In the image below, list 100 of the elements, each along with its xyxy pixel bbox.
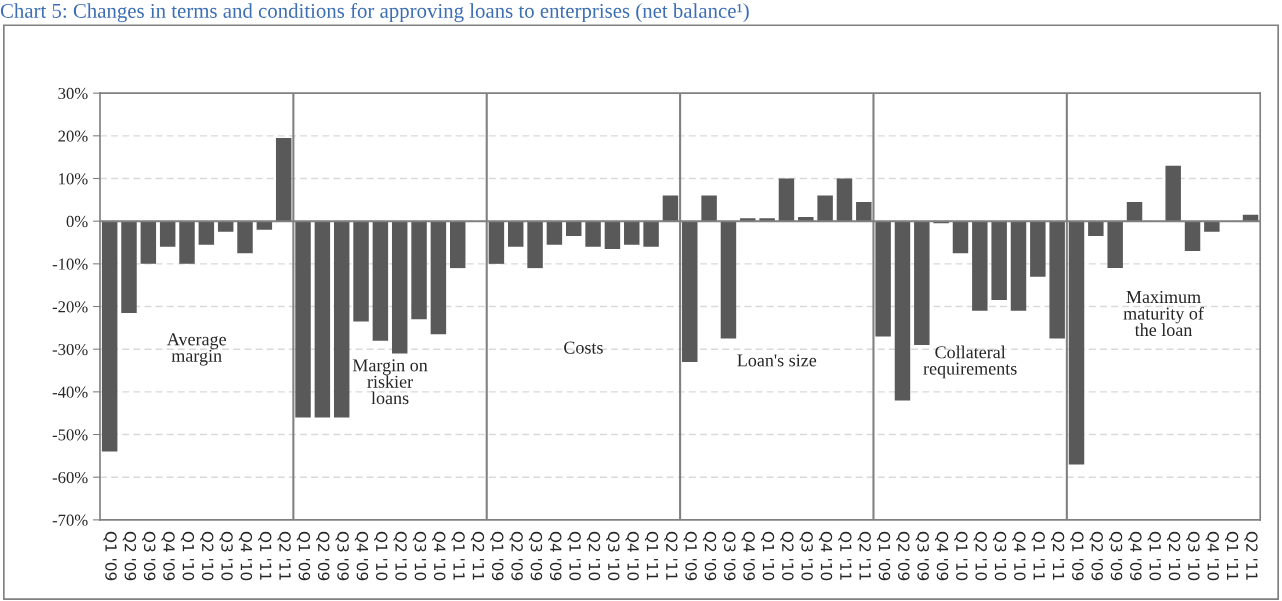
- x-tick-label: Q3 '10: [992, 531, 1007, 581]
- bar: [391, 221, 408, 354]
- x-tick-label: Q1 '10: [954, 531, 968, 581]
- bar: [121, 221, 137, 313]
- bar: [314, 221, 331, 418]
- bar: [1068, 221, 1085, 465]
- bar: [682, 221, 698, 362]
- x-tick-label: Q2 '09: [509, 531, 523, 581]
- y-tick-label: -20%: [52, 301, 88, 313]
- bar: [972, 221, 988, 311]
- bar: [1010, 221, 1027, 311]
- x-tick-label: Q1 '09: [490, 531, 504, 581]
- x-tick-label: Q2 '10: [780, 531, 794, 581]
- bar: [237, 221, 253, 254]
- bar: [778, 178, 795, 222]
- x-tick-label: Q3 '09: [528, 531, 543, 581]
- bar: [836, 178, 853, 222]
- bar: [585, 221, 601, 247]
- x-tick-label: Q1 '11: [1031, 531, 1045, 580]
- x-tick-label: Q1 '09: [876, 531, 891, 581]
- x-tick-label: Q4 '09: [354, 531, 369, 581]
- x-tick-label: Q3 '10: [219, 531, 233, 581]
- bar: [217, 221, 234, 232]
- annotation: Average margin: [166, 333, 226, 366]
- y-tick-label: 30%: [58, 87, 88, 100]
- bar: [624, 221, 640, 245]
- y-tick-label: 20%: [58, 130, 88, 142]
- x-tick-label: Q4 '09: [161, 531, 175, 581]
- x-tick-label: Q3 '09: [915, 531, 929, 581]
- bar: [1107, 221, 1123, 269]
- bar: [1049, 221, 1065, 339]
- bar: [1126, 201, 1143, 222]
- bar: [430, 221, 447, 335]
- x-tick-label: Q2 '09: [122, 531, 137, 581]
- y-tick-label: -10%: [52, 258, 88, 270]
- x-tick-label: Q4 '10: [625, 531, 639, 581]
- bar: [875, 221, 891, 337]
- bar: [275, 137, 292, 222]
- y-tick-label: -40%: [52, 386, 88, 398]
- chart-title: Chart 5: Changes in terms and conditions for approving loans to enterprises (net balance¹): [0, 3, 749, 23]
- bar: [894, 221, 911, 401]
- bar: [1184, 221, 1201, 252]
- x-tick-label: Q2 '09: [1089, 531, 1103, 581]
- x-tick-label: Q3 '10: [799, 531, 813, 581]
- bar: [1088, 221, 1104, 237]
- x-tick-label: Q2 '10: [200, 531, 214, 581]
- x-tick-label: Q4 '10: [238, 531, 253, 581]
- bar: [1030, 221, 1046, 277]
- bar: [179, 221, 195, 264]
- bar: [991, 221, 1007, 301]
- x-tick-label: Q3 '09: [335, 531, 349, 581]
- x-tick-label: Q2 '10: [393, 531, 407, 581]
- x-tick-label: Q4 '10: [432, 531, 446, 581]
- bar: [604, 221, 621, 249]
- bar: [527, 221, 543, 269]
- x-tick-label: Q2 '11: [470, 531, 485, 580]
- bar: [333, 221, 350, 418]
- bar: [198, 221, 215, 245]
- bar: [488, 221, 505, 264]
- x-tick-label: Q2 '11: [277, 531, 291, 580]
- bar: [295, 221, 311, 418]
- x-tick-label: Q2 '10: [1167, 531, 1181, 581]
- y-tick-label: 10%: [59, 173, 88, 185]
- x-tick-label: Q3 '10: [606, 531, 620, 581]
- x-tick-label: Q2 '09: [702, 531, 717, 581]
- x-tick-label: Q1 '09: [1070, 531, 1084, 581]
- x-tick-label: Q1 '11: [1225, 531, 1239, 580]
- x-tick-label: Q4 '10: [1012, 531, 1026, 581]
- bar: [643, 221, 659, 247]
- bar: [508, 221, 524, 247]
- x-tick-label: Q1 '09: [296, 531, 311, 581]
- annotation: Loan's size: [737, 354, 817, 367]
- bar: [546, 221, 563, 245]
- x-tick-label: Q2 '11: [664, 531, 678, 580]
- bar: [411, 221, 427, 320]
- x-tick-label: Q1 '10: [567, 531, 581, 581]
- x-tick-label: Q2 '10: [973, 531, 987, 581]
- x-tick-label: Q1 '10: [760, 531, 775, 581]
- y-tick-label: -50%: [52, 429, 88, 441]
- annotation: Margin on riskier loans: [352, 359, 428, 405]
- x-tick-label: Q1 '11: [451, 531, 465, 580]
- x-tick-label: Q4 '10: [1205, 531, 1219, 581]
- x-tick-label: Q3 '10: [412, 531, 427, 581]
- x-tick-label: Q4 '09: [548, 531, 562, 581]
- bar: [449, 221, 466, 269]
- x-tick-label: Q2 '11: [1050, 531, 1065, 580]
- bar: [662, 195, 679, 222]
- bar: [353, 221, 369, 322]
- bar: [566, 221, 582, 237]
- x-tick-label: Q2 '09: [896, 531, 910, 581]
- annotation: Costs: [564, 341, 603, 354]
- x-tick-label: Q1 '09: [103, 531, 117, 581]
- x-tick-label: Q1 '10: [180, 531, 195, 581]
- y-tick-label: 0%: [66, 215, 88, 228]
- bar: [159, 221, 176, 247]
- y-tick-label: -70%: [52, 514, 88, 526]
- x-tick-label: Q3 '09: [1108, 531, 1123, 581]
- x-tick-label: Q3 '09: [142, 531, 156, 581]
- x-tick-label: Q3 '09: [722, 531, 736, 581]
- x-tick-label: Q1 '11: [838, 531, 852, 580]
